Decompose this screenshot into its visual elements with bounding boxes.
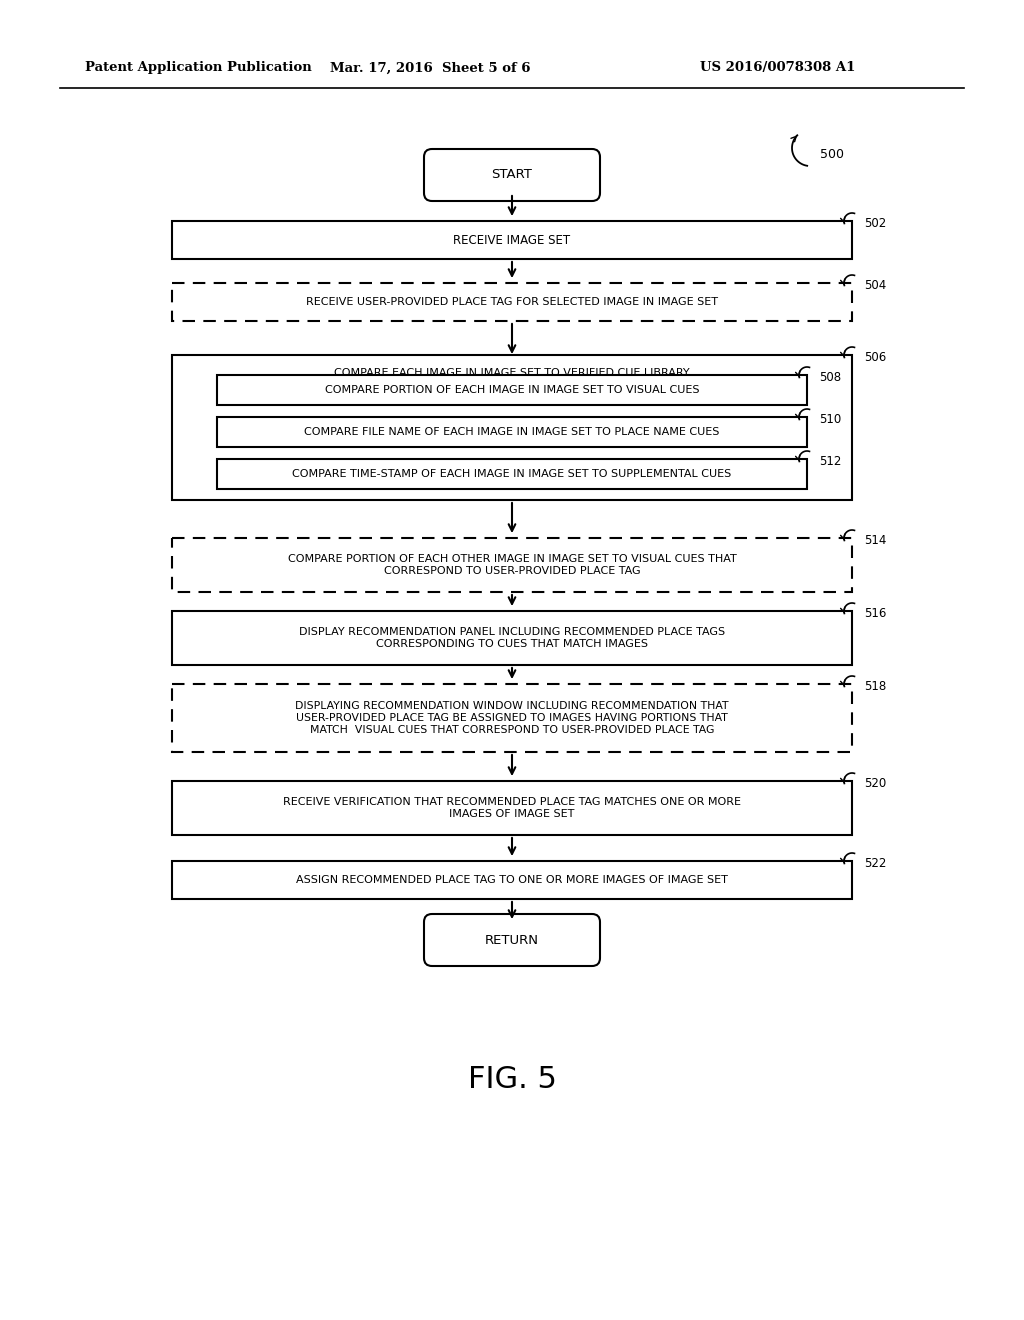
Text: US 2016/0078308 A1: US 2016/0078308 A1 <box>700 62 855 74</box>
FancyBboxPatch shape <box>172 611 852 665</box>
Text: COMPARE PORTION OF EACH IMAGE IN IMAGE SET TO VISUAL CUES: COMPARE PORTION OF EACH IMAGE IN IMAGE S… <box>325 385 699 395</box>
FancyBboxPatch shape <box>172 539 852 591</box>
Text: 510: 510 <box>819 413 842 426</box>
Text: 514: 514 <box>864 535 887 546</box>
FancyBboxPatch shape <box>172 282 852 321</box>
Text: COMPARE FILE NAME OF EACH IMAGE IN IMAGE SET TO PLACE NAME CUES: COMPARE FILE NAME OF EACH IMAGE IN IMAGE… <box>304 426 720 437</box>
Text: DISPLAY RECOMMENDATION PANEL INCLUDING RECOMMENDED PLACE TAGS
CORRESPONDING TO C: DISPLAY RECOMMENDATION PANEL INCLUDING R… <box>299 627 725 649</box>
FancyBboxPatch shape <box>172 355 852 500</box>
Text: RETURN: RETURN <box>485 933 539 946</box>
FancyBboxPatch shape <box>172 781 852 836</box>
Text: RECEIVE USER-PROVIDED PLACE TAG FOR SELECTED IMAGE IN IMAGE SET: RECEIVE USER-PROVIDED PLACE TAG FOR SELE… <box>306 297 718 308</box>
FancyBboxPatch shape <box>424 149 600 201</box>
Text: 512: 512 <box>819 455 842 469</box>
Text: Mar. 17, 2016  Sheet 5 of 6: Mar. 17, 2016 Sheet 5 of 6 <box>330 62 530 74</box>
Text: FIG. 5: FIG. 5 <box>468 1065 556 1094</box>
Text: 520: 520 <box>864 777 886 789</box>
Text: 506: 506 <box>864 351 886 364</box>
Text: 504: 504 <box>864 279 886 292</box>
Text: DISPLAYING RECOMMENDATION WINDOW INCLUDING RECOMMENDATION THAT
USER-PROVIDED PLA: DISPLAYING RECOMMENDATION WINDOW INCLUDI… <box>295 701 729 735</box>
Text: RECEIVE IMAGE SET: RECEIVE IMAGE SET <box>454 234 570 247</box>
Text: 522: 522 <box>864 857 887 870</box>
Text: 500: 500 <box>820 148 844 161</box>
FancyBboxPatch shape <box>217 417 807 447</box>
Text: START: START <box>492 169 532 181</box>
FancyBboxPatch shape <box>217 459 807 488</box>
Text: RECEIVE VERIFICATION THAT RECOMMENDED PLACE TAG MATCHES ONE OR MORE
IMAGES OF IM: RECEIVE VERIFICATION THAT RECOMMENDED PL… <box>283 797 741 818</box>
Text: 518: 518 <box>864 680 886 693</box>
Text: COMPARE TIME-STAMP OF EACH IMAGE IN IMAGE SET TO SUPPLEMENTAL CUES: COMPARE TIME-STAMP OF EACH IMAGE IN IMAG… <box>293 469 731 479</box>
Text: Patent Application Publication: Patent Application Publication <box>85 62 311 74</box>
FancyBboxPatch shape <box>172 220 852 259</box>
Text: COMPARE PORTION OF EACH OTHER IMAGE IN IMAGE SET TO VISUAL CUES THAT
CORRESPOND : COMPARE PORTION OF EACH OTHER IMAGE IN I… <box>288 554 736 576</box>
Text: ASSIGN RECOMMENDED PLACE TAG TO ONE OR MORE IMAGES OF IMAGE SET: ASSIGN RECOMMENDED PLACE TAG TO ONE OR M… <box>296 875 728 884</box>
FancyBboxPatch shape <box>217 375 807 405</box>
Text: COMPARE EACH IMAGE IN IMAGE SET TO VERIFIED CUE LIBRARY: COMPARE EACH IMAGE IN IMAGE SET TO VERIF… <box>334 368 690 378</box>
Text: 508: 508 <box>819 371 841 384</box>
Text: 516: 516 <box>864 607 887 620</box>
FancyBboxPatch shape <box>172 861 852 899</box>
Text: 502: 502 <box>864 216 886 230</box>
FancyBboxPatch shape <box>172 684 852 752</box>
FancyBboxPatch shape <box>424 913 600 966</box>
